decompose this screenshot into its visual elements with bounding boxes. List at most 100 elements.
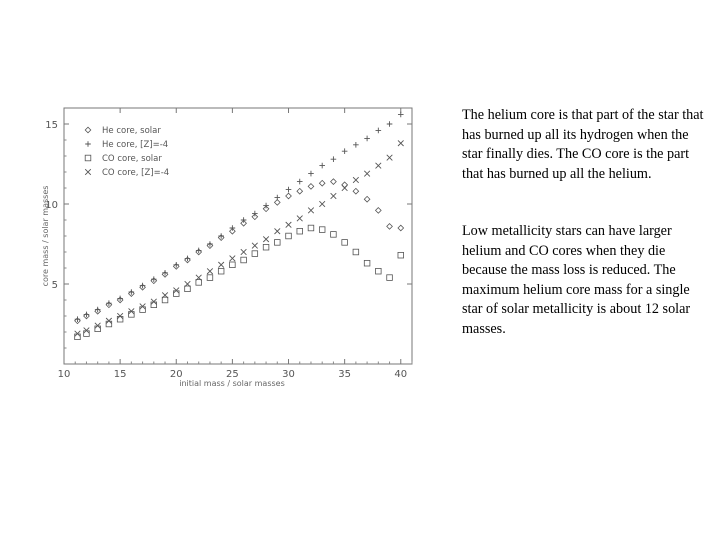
point-he-core-z-4 <box>308 170 314 177</box>
point-he-core-z-4 <box>353 142 359 148</box>
point-he-core-z-4 <box>330 156 337 162</box>
point-he-core-solar <box>105 301 113 309</box>
y-axis-label: core mass / solar masses <box>41 186 50 287</box>
point-he-core-z-4 <box>386 121 393 127</box>
legend-marker-square <box>84 154 92 162</box>
chart-container: 10 15 20 25 30 35 40 5 10 15 He core, solar He cor… <box>0 0 440 400</box>
point-he-core-z-4 <box>195 247 202 254</box>
point-co-core-z-4 <box>319 200 326 208</box>
point-he-core-solar <box>127 290 135 297</box>
point-he-core-z-4 <box>296 178 303 185</box>
point-co-core-z-4 <box>262 236 270 243</box>
legend-label: CO core, solar <box>102 154 162 164</box>
point-co-core-z-4 <box>397 140 404 147</box>
point-co-core-solar <box>206 274 214 281</box>
point-he-core-solar <box>150 277 158 285</box>
point-he-core-z-4 <box>252 210 258 217</box>
x-axis-label: initial mass / solar masses <box>179 379 285 388</box>
point-co-core-solar <box>161 296 169 304</box>
legend: He core, solar He core, [Z]=-4 CO core, so… <box>84 126 169 178</box>
point-he-core-solar <box>116 296 124 304</box>
axis-ticks: 10 15 20 25 30 35 40 5 10 15 <box>45 108 413 380</box>
point-he-core-z-4 <box>139 282 146 289</box>
y-tick-label: 10 <box>45 200 58 211</box>
point-co-core-z-4 <box>386 154 393 161</box>
point-he-core-solar <box>307 183 315 190</box>
data-points <box>74 111 405 340</box>
point-he-core-solar <box>341 181 349 189</box>
point-he-core-z-4 <box>341 148 348 154</box>
point-co-core-solar <box>262 243 270 251</box>
point-co-core-z-4 <box>184 280 191 288</box>
point-co-core-z-4 <box>218 261 225 268</box>
x-tick-label: 25 <box>226 369 239 380</box>
point-he-core-z-4 <box>117 295 123 302</box>
point-he-core-z-4 <box>274 194 281 201</box>
point-co-core-solar <box>128 311 135 318</box>
point-co-core-solar <box>195 279 202 286</box>
point-co-core-z-4 <box>161 292 169 299</box>
point-co-core-z-4 <box>83 327 90 334</box>
point-co-core-solar <box>94 325 101 332</box>
point-co-core-solar <box>184 285 191 292</box>
point-he-core-z-4 <box>285 186 292 193</box>
point-he-core-solar <box>94 307 102 315</box>
point-co-core-solar <box>285 232 292 240</box>
point-co-core-z-4 <box>105 317 113 324</box>
legend-label: He core, solar <box>102 126 161 136</box>
point-he-core-solar <box>195 248 203 256</box>
point-co-core-z-4 <box>173 287 180 294</box>
point-co-core-z-4 <box>139 303 146 310</box>
point-he-core-z-4 <box>319 162 325 169</box>
point-co-core-solar <box>229 261 236 268</box>
point-co-core-z-4 <box>363 170 371 177</box>
point-he-core-z-4 <box>375 127 382 134</box>
point-co-core-solar <box>296 227 303 235</box>
point-he-core-solar <box>262 205 270 213</box>
x-tick-label: 10 <box>58 369 71 380</box>
x-tick-label: 40 <box>394 369 407 380</box>
point-co-core-solar <box>105 320 113 328</box>
point-he-core-z-4 <box>240 217 247 223</box>
point-he-core-solar <box>374 207 382 214</box>
point-co-core-z-4 <box>74 330 81 337</box>
point-co-core-z-4 <box>341 184 348 192</box>
point-co-core-z-4 <box>229 255 236 262</box>
point-he-core-solar <box>273 199 281 206</box>
point-co-core-solar <box>217 267 225 275</box>
point-he-core-solar <box>217 234 225 241</box>
point-he-core-solar <box>318 179 326 187</box>
point-co-core-z-4 <box>296 215 303 222</box>
point-co-core-solar <box>251 250 259 257</box>
point-he-core-solar <box>397 224 405 232</box>
point-he-core-z-4 <box>162 270 168 276</box>
point-he-core-z-4 <box>173 262 180 268</box>
point-co-core-solar <box>150 301 158 308</box>
point-co-core-z-4 <box>285 221 292 228</box>
point-co-core-solar <box>397 251 404 259</box>
point-co-core-z-4 <box>128 308 135 315</box>
point-he-core-solar <box>161 271 169 278</box>
helium-core-explanation: The helium core is that part of the star… <box>462 107 704 182</box>
y-tick-label: 5 <box>52 280 58 291</box>
legend-label: CO core, [Z]=-4 <box>102 168 169 178</box>
point-co-core-solar <box>341 239 348 246</box>
point-co-core-z-4 <box>195 274 202 281</box>
point-co-core-z-4 <box>117 312 124 320</box>
point-co-core-z-4 <box>150 298 157 305</box>
point-co-core-z-4 <box>274 228 281 235</box>
point-co-core-z-4 <box>240 248 247 256</box>
point-co-core-solar <box>375 267 382 275</box>
point-co-core-z-4 <box>375 162 382 169</box>
x-tick-label: 20 <box>170 369 183 380</box>
point-co-core-solar <box>352 248 360 256</box>
point-he-core-solar <box>352 187 360 195</box>
legend-marker-plus <box>85 141 91 147</box>
point-he-core-solar <box>184 256 191 264</box>
point-he-core-z-4 <box>151 276 157 282</box>
point-co-core-solar <box>139 306 146 313</box>
point-he-core-z-4 <box>74 316 81 322</box>
legend-marker-diamond <box>84 126 92 134</box>
point-co-core-z-4 <box>206 268 214 275</box>
